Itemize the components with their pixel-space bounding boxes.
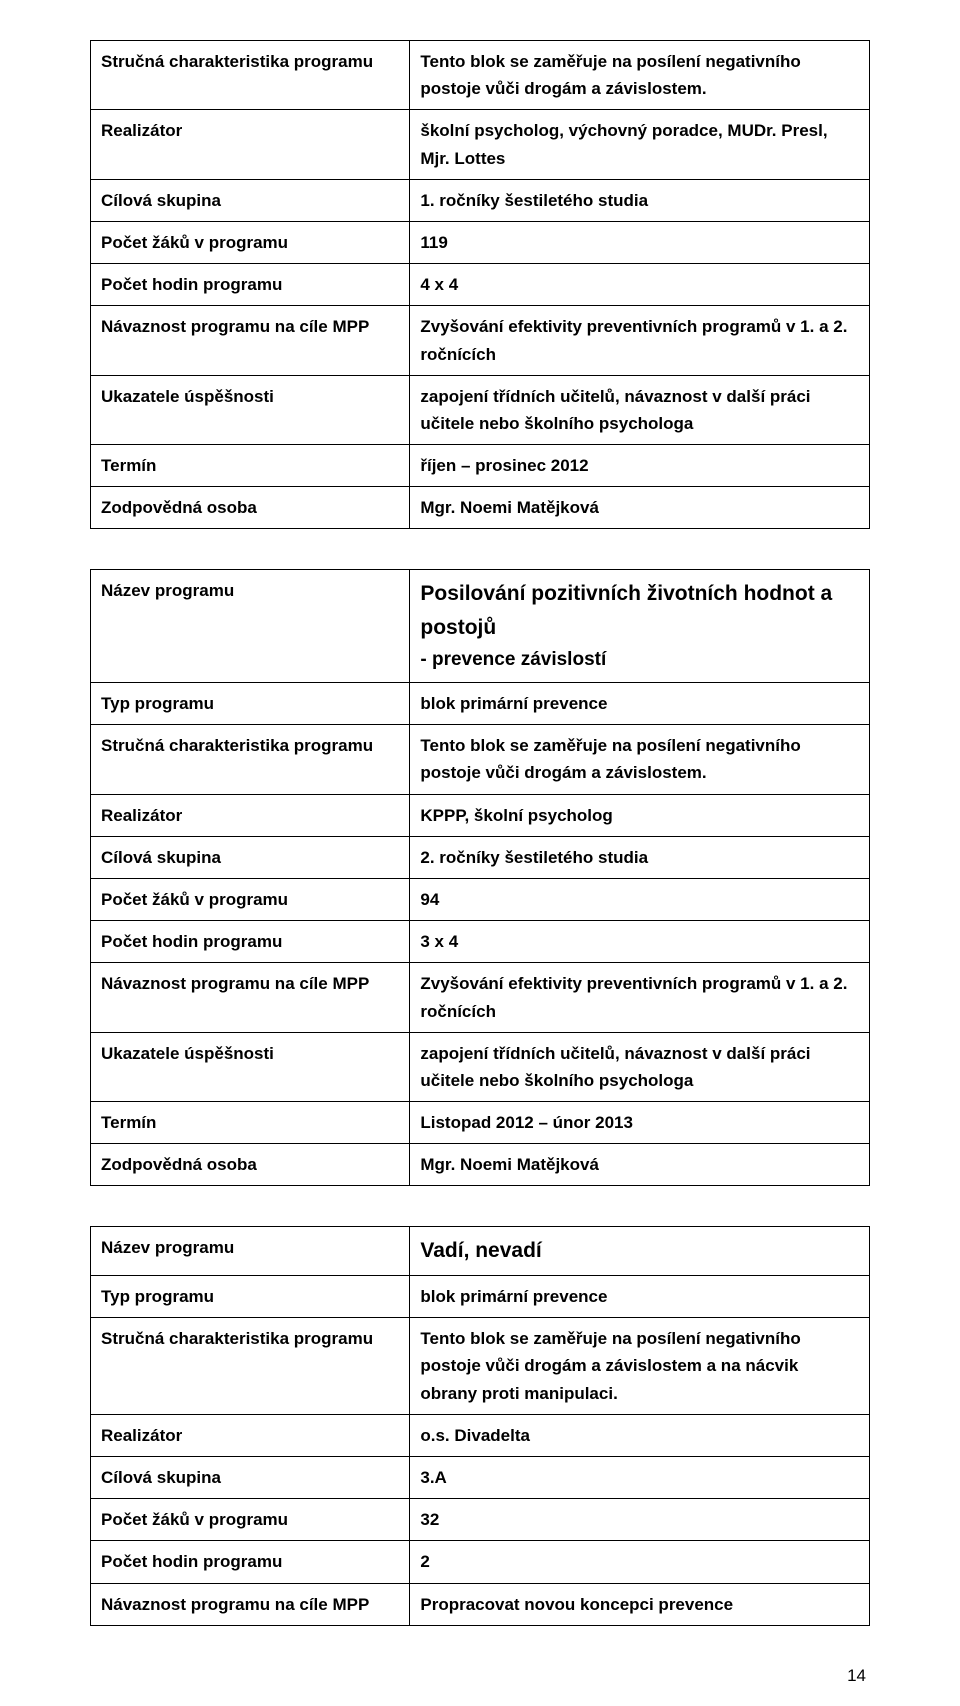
row-value: Listopad 2012 – únor 2013 [410, 1102, 870, 1144]
table-row: Zodpovědná osobaMgr. Noemi Matějková [91, 487, 870, 529]
row-value: 1. ročníky šestiletého studia [410, 179, 870, 221]
table-row: Stručná charakteristika programuTento bl… [91, 725, 870, 794]
row-label: Zodpovědná osoba [91, 1144, 410, 1186]
row-value: 2. ročníky šestiletého studia [410, 836, 870, 878]
row-label: Počet žáků v programu [91, 1499, 410, 1541]
table-row: Typ programublok primární prevence [91, 683, 870, 725]
table-row: Počet žáků v programu119 [91, 221, 870, 263]
row-value: KPPP, školní psycholog [410, 794, 870, 836]
row-label: Stručná charakteristika programu [91, 41, 410, 110]
table-row: Realizátorškolní psycholog, výchovný por… [91, 110, 870, 179]
table-row: Cílová skupina3.A [91, 1456, 870, 1498]
table-row: Stručná charakteristika programuTento bl… [91, 1318, 870, 1415]
row-value: 3.A [410, 1456, 870, 1498]
table-row: Počet žáků v programu32 [91, 1499, 870, 1541]
row-label: Typ programu [91, 1276, 410, 1318]
row-label: Stručná charakteristika programu [91, 1318, 410, 1415]
program-table-2: Název programu Vadí, nevadí Typ programubl… [90, 1226, 870, 1625]
table-row: Počet hodin programu3 x 4 [91, 921, 870, 963]
table-row: Cílová skupina1. ročníky šestiletého stu… [91, 179, 870, 221]
row-label: Termín [91, 445, 410, 487]
row-value: Vadí, nevadí [410, 1227, 870, 1276]
row-value: Tento blok se zaměřuje na posílení negat… [410, 725, 870, 794]
table-row: Stručná charakteristika programuTento bl… [91, 41, 870, 110]
row-label: Návaznost programu na cíle MPP [91, 963, 410, 1032]
row-value: Tento blok se zaměřuje na posílení negat… [410, 1318, 870, 1415]
table-row: Návaznost programu na cíle MPPZvyšování … [91, 963, 870, 1032]
row-label: Počet žáků v programu [91, 878, 410, 920]
program-table-0: Stručná charakteristika programuTento bl… [90, 40, 870, 529]
row-label: Termín [91, 1102, 410, 1144]
program-table-1: Název programuPosilování pozitivních živ… [90, 569, 870, 1186]
table-row: Název programuPosilování pozitivních živ… [91, 570, 870, 683]
table-row: Návaznost programu na cíle MPPPropracova… [91, 1583, 870, 1625]
table-row: Počet žáků v programu94 [91, 878, 870, 920]
row-value: zapojení třídních učitelů, návaznost v d… [410, 375, 870, 444]
row-value: Zvyšování efektivity preventivních progr… [410, 963, 870, 1032]
row-value: 119 [410, 221, 870, 263]
row-value: blok primární prevence [410, 683, 870, 725]
row-label: Cílová skupina [91, 1456, 410, 1498]
row-value: Tento blok se zaměřuje na posílení negat… [410, 41, 870, 110]
table-row: RealizátorKPPP, školní psycholog [91, 794, 870, 836]
table-row: Počet hodin programu2 [91, 1541, 870, 1583]
row-label: Zodpovědná osoba [91, 487, 410, 529]
table-row: TermínListopad 2012 – únor 2013 [91, 1102, 870, 1144]
row-label: Realizátor [91, 110, 410, 179]
row-value: říjen – prosinec 2012 [410, 445, 870, 487]
row-label: Název programu [91, 1227, 410, 1276]
row-label: Cílová skupina [91, 836, 410, 878]
row-label: Cílová skupina [91, 179, 410, 221]
row-value: 2 [410, 1541, 870, 1583]
row-label: Návaznost programu na cíle MPP [91, 1583, 410, 1625]
row-label: Počet hodin programu [91, 921, 410, 963]
row-value: Posilování pozitivních životních hodnot … [410, 570, 870, 683]
row-value: Propracovat novou koncepci prevence [410, 1583, 870, 1625]
program-title: Vadí, nevadí [420, 1234, 859, 1268]
row-label: Ukazatele úspěšnosti [91, 375, 410, 444]
table-row: Termínříjen – prosinec 2012 [91, 445, 870, 487]
row-value: blok primární prevence [410, 1276, 870, 1318]
table-row: Počet hodin programu4 x 4 [91, 264, 870, 306]
table-row: Zodpovědná osobaMgr. Noemi Matějková [91, 1144, 870, 1186]
row-label: Počet hodin programu [91, 1541, 410, 1583]
row-label: Stručná charakteristika programu [91, 725, 410, 794]
row-value: Mgr. Noemi Matějková [410, 1144, 870, 1186]
row-label: Realizátor [91, 1414, 410, 1456]
row-value: školní psycholog, výchovný poradce, MUDr… [410, 110, 870, 179]
program-title: Posilování pozitivních životních hodnot … [420, 577, 859, 644]
row-value: zapojení třídních učitelů, návaznost v d… [410, 1032, 870, 1101]
table-row: Realizátoro.s. Divadelta [91, 1414, 870, 1456]
table-row: Cílová skupina2. ročníky šestiletého stu… [91, 836, 870, 878]
table-row: Návaznost programu na cíle MPPZvyšování … [91, 306, 870, 375]
row-label: Počet hodin programu [91, 264, 410, 306]
row-label: Realizátor [91, 794, 410, 836]
table-row: Ukazatele úspěšnostizapojení třídních uč… [91, 375, 870, 444]
row-label: Počet žáků v programu [91, 221, 410, 263]
row-value: Zvyšování efektivity preventivních progr… [410, 306, 870, 375]
table-row: Typ programublok primární prevence [91, 1276, 870, 1318]
table-row: Ukazatele úspěšnostizapojení třídních uč… [91, 1032, 870, 1101]
row-value: 4 x 4 [410, 264, 870, 306]
table-row: Název programu Vadí, nevadí [91, 1227, 870, 1276]
row-value: 3 x 4 [410, 921, 870, 963]
row-label: Název programu [91, 570, 410, 683]
program-subtitle: - prevence závislostí [420, 645, 859, 675]
row-value: o.s. Divadelta [410, 1414, 870, 1456]
row-label: Návaznost programu na cíle MPP [91, 306, 410, 375]
row-label: Ukazatele úspěšnosti [91, 1032, 410, 1101]
row-value: Mgr. Noemi Matějková [410, 487, 870, 529]
row-value: 32 [410, 1499, 870, 1541]
row-value: 94 [410, 878, 870, 920]
page-number: 14 [90, 1666, 870, 1686]
row-label: Typ programu [91, 683, 410, 725]
